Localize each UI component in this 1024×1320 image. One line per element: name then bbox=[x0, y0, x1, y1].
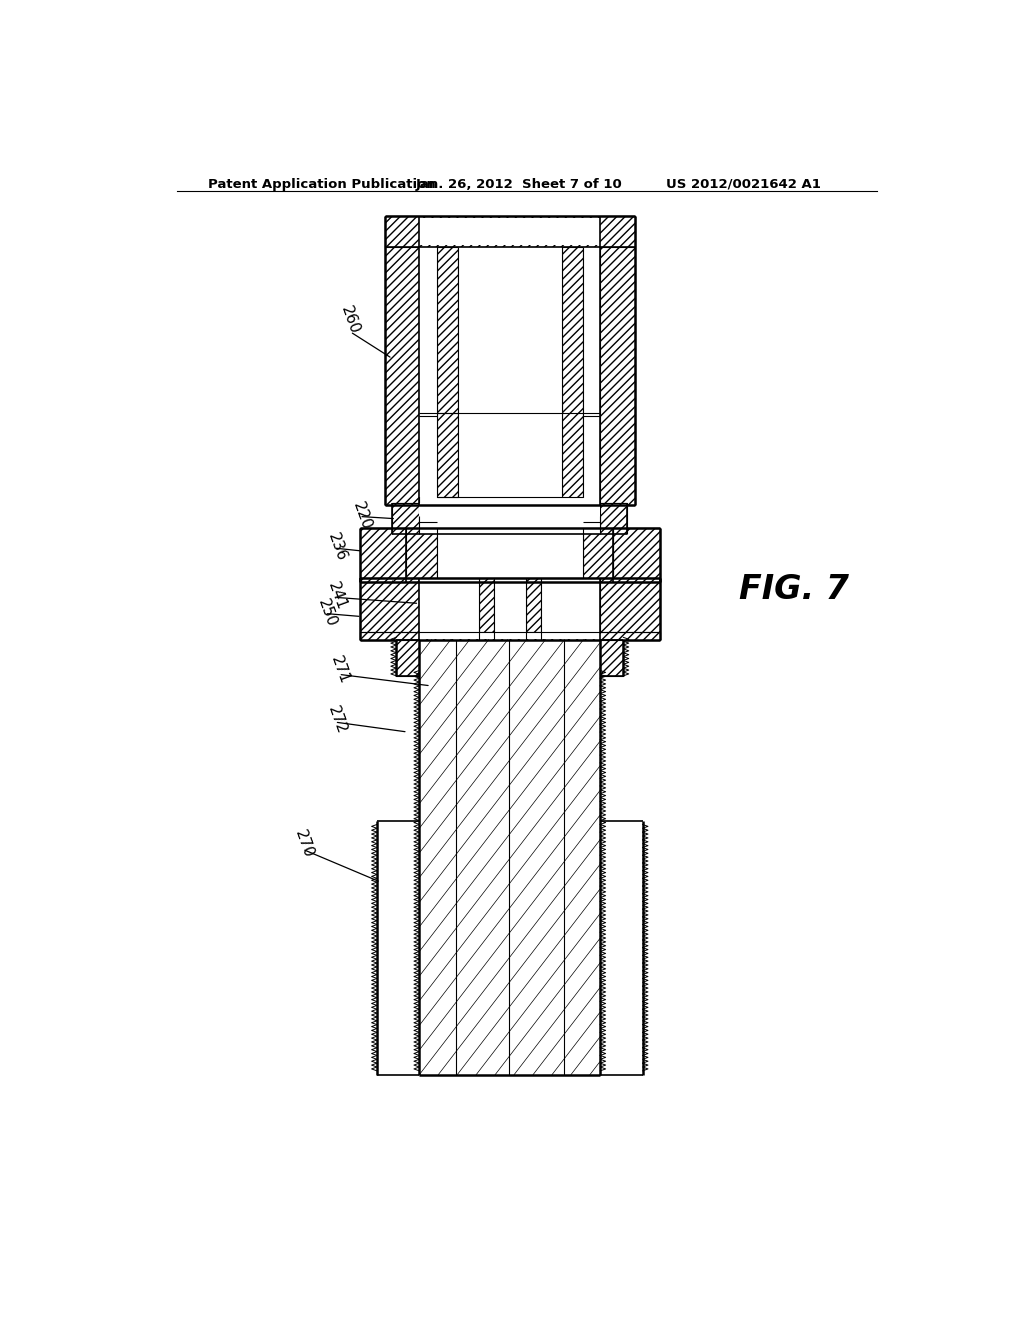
Bar bbox=[385, 216, 635, 247]
Bar bbox=[600, 216, 635, 506]
Text: 236: 236 bbox=[325, 531, 348, 564]
Bar bbox=[360, 528, 407, 582]
Bar bbox=[583, 247, 600, 498]
Text: 270: 270 bbox=[292, 828, 316, 859]
Bar bbox=[562, 247, 583, 498]
Text: US 2012/0021642 A1: US 2012/0021642 A1 bbox=[666, 178, 820, 190]
Bar bbox=[396, 640, 419, 676]
Bar bbox=[377, 821, 419, 1074]
Text: 250: 250 bbox=[315, 597, 339, 628]
Bar bbox=[600, 640, 624, 676]
Bar bbox=[419, 640, 600, 1074]
Bar bbox=[392, 503, 419, 535]
Bar bbox=[525, 578, 541, 636]
Bar bbox=[419, 578, 478, 636]
Text: 220: 220 bbox=[350, 500, 374, 532]
Text: 272: 272 bbox=[326, 705, 349, 737]
Bar bbox=[360, 578, 419, 640]
Bar bbox=[541, 578, 600, 636]
Text: 271: 271 bbox=[329, 655, 352, 686]
Bar bbox=[600, 821, 643, 1074]
Text: Jan. 26, 2012  Sheet 7 of 10: Jan. 26, 2012 Sheet 7 of 10 bbox=[416, 178, 623, 190]
Bar bbox=[458, 412, 562, 498]
Text: FIG. 7: FIG. 7 bbox=[739, 573, 849, 606]
Bar bbox=[419, 503, 600, 535]
Bar bbox=[360, 632, 659, 640]
Text: Patent Application Publication: Patent Application Publication bbox=[208, 178, 435, 190]
Bar bbox=[583, 528, 613, 578]
Text: 241: 241 bbox=[326, 579, 349, 612]
Bar bbox=[419, 218, 600, 244]
Bar bbox=[396, 640, 419, 676]
Bar bbox=[600, 640, 624, 676]
Bar bbox=[613, 528, 659, 582]
Bar bbox=[407, 528, 437, 578]
Bar bbox=[600, 578, 659, 640]
Bar bbox=[494, 578, 525, 636]
Bar bbox=[437, 528, 583, 578]
Bar bbox=[385, 216, 419, 506]
Bar bbox=[478, 578, 494, 636]
Bar bbox=[419, 632, 600, 639]
Bar bbox=[458, 247, 562, 412]
Bar bbox=[600, 503, 628, 535]
Text: 260: 260 bbox=[339, 304, 362, 337]
Bar bbox=[437, 247, 458, 498]
Bar bbox=[419, 247, 437, 498]
